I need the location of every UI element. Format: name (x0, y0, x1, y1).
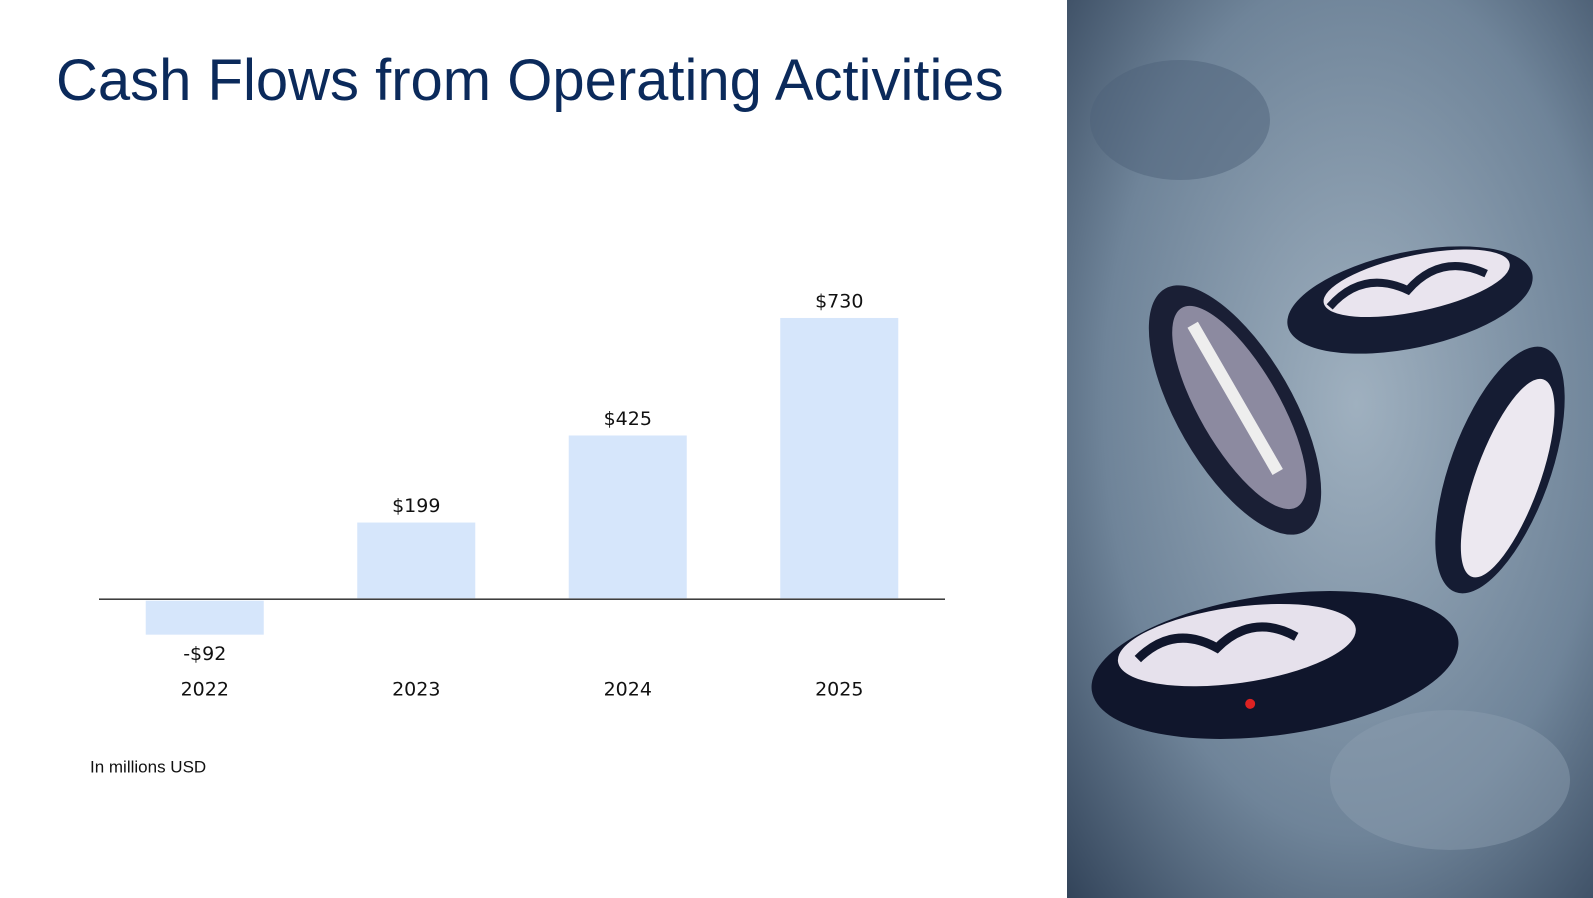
x-tick-label: 2024 (604, 679, 652, 701)
x-tick-label: 2022 (181, 679, 229, 701)
note: In millions USD (90, 757, 206, 776)
bar (145, 600, 264, 635)
chart-title: Cash Flows from Operating Activities (56, 48, 1004, 113)
x-tick-label: 2023 (392, 679, 440, 701)
value-label: $730 (815, 290, 863, 312)
value-label: $425 (604, 408, 652, 430)
bar (357, 522, 476, 599)
value-label: -$92 (183, 643, 226, 665)
x-tick-label: 2025 (815, 679, 863, 701)
bar (780, 317, 899, 599)
bar (568, 435, 687, 599)
photo (1067, 0, 1593, 898)
value-label: $199 (392, 495, 440, 517)
